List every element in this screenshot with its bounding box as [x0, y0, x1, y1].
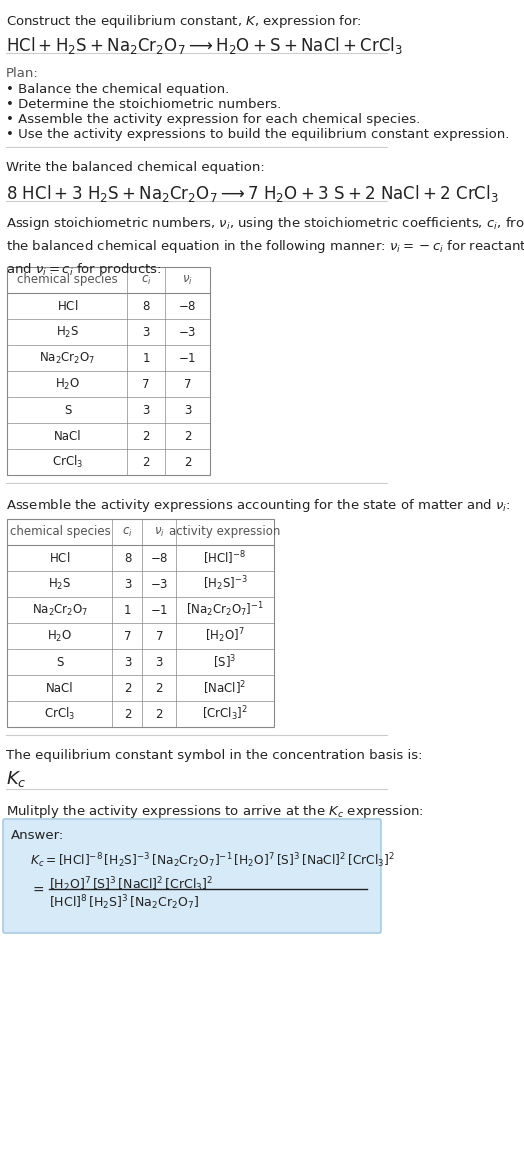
- Text: Plan:: Plan:: [6, 67, 39, 80]
- Text: 2: 2: [143, 455, 150, 469]
- Text: $-1$: $-1$: [178, 352, 196, 365]
- Text: S: S: [56, 656, 64, 669]
- Text: $-8$: $-8$: [150, 551, 169, 564]
- Text: $[\mathrm{Na_2Cr_2O_7}]^{-1}$: $[\mathrm{Na_2Cr_2O_7}]^{-1}$: [186, 600, 264, 619]
- Text: $-1$: $-1$: [150, 604, 168, 616]
- Text: 1: 1: [143, 352, 150, 365]
- Text: $\mathrm{HCl + H_2S + Na_2Cr_2O_7 \longrightarrow H_2O + S + NaCl + CrCl_3}$: $\mathrm{HCl + H_2S + Na_2Cr_2O_7 \longr…: [6, 35, 403, 56]
- Text: 1: 1: [124, 604, 131, 616]
- Text: $-8$: $-8$: [178, 300, 196, 312]
- Text: 7: 7: [143, 377, 150, 390]
- Text: $\mathrm{CrCl_3}$: $\mathrm{CrCl_3}$: [45, 706, 75, 722]
- Text: $-3$: $-3$: [150, 577, 169, 591]
- Text: 8: 8: [124, 551, 131, 564]
- Text: Write the balanced chemical equation:: Write the balanced chemical equation:: [6, 161, 265, 174]
- Text: $[\mathrm{NaCl}]^{2}$: $[\mathrm{NaCl}]^{2}$: [203, 679, 246, 697]
- Text: $c_i$: $c_i$: [141, 274, 151, 287]
- Text: $\mathrm{HCl}$: $\mathrm{HCl}$: [49, 551, 71, 565]
- Text: chemical species: chemical species: [17, 274, 118, 287]
- Text: $\nu_i$: $\nu_i$: [182, 274, 193, 287]
- Text: 2: 2: [143, 430, 150, 442]
- Text: 8: 8: [143, 300, 150, 312]
- Text: chemical species: chemical species: [9, 526, 111, 539]
- Text: $\mathrm{Na_2Cr_2O_7}$: $\mathrm{Na_2Cr_2O_7}$: [32, 603, 88, 618]
- Text: 3: 3: [143, 404, 150, 417]
- Text: • Balance the chemical equation.: • Balance the chemical equation.: [6, 82, 229, 96]
- Text: $K_c$: $K_c$: [6, 769, 27, 789]
- Text: $\mathrm{HCl}$: $\mathrm{HCl}$: [57, 300, 78, 313]
- Text: $\mathrm{Na_2Cr_2O_7}$: $\mathrm{Na_2Cr_2O_7}$: [39, 351, 96, 366]
- Text: $\mathrm{H_2S}$: $\mathrm{H_2S}$: [48, 577, 72, 592]
- Text: $\mathrm{CrCl_3}$: $\mathrm{CrCl_3}$: [52, 454, 83, 470]
- Text: 7: 7: [184, 377, 191, 390]
- Text: $-3$: $-3$: [178, 325, 196, 339]
- Text: 3: 3: [124, 577, 131, 591]
- Text: $\mathrm{H_2S}$: $\mathrm{H_2S}$: [56, 324, 79, 339]
- FancyBboxPatch shape: [3, 819, 381, 933]
- Text: 7: 7: [156, 629, 163, 642]
- Text: 3: 3: [156, 656, 163, 669]
- Text: NaCl: NaCl: [53, 430, 81, 442]
- Text: activity expression: activity expression: [169, 526, 281, 539]
- Text: Answer:: Answer:: [10, 829, 64, 842]
- Text: 3: 3: [143, 325, 150, 339]
- Text: • Use the activity expressions to build the equilibrium constant expression.: • Use the activity expressions to build …: [6, 128, 509, 140]
- Text: 2: 2: [156, 682, 163, 694]
- Text: • Determine the stoichiometric numbers.: • Determine the stoichiometric numbers.: [6, 98, 281, 111]
- Text: 3: 3: [124, 656, 131, 669]
- Bar: [7, 519, 274, 727]
- Text: S: S: [64, 404, 71, 417]
- Text: Assign stoichiometric numbers, $\nu_i$, using the stoichiometric coefficients, $: Assign stoichiometric numbers, $\nu_i$, …: [6, 215, 524, 277]
- Text: $=$: $=$: [30, 882, 45, 896]
- Text: $[\mathrm{H_2O}]^{7}$: $[\mathrm{H_2O}]^{7}$: [205, 627, 245, 646]
- Text: NaCl: NaCl: [46, 682, 74, 694]
- Text: Assemble the activity expressions accounting for the state of matter and $\nu_i$: Assemble the activity expressions accoun…: [6, 497, 511, 514]
- Text: $[\mathrm{CrCl_3}]^{2}$: $[\mathrm{CrCl_3}]^{2}$: [202, 705, 248, 723]
- Text: 2: 2: [156, 707, 163, 721]
- Text: 2: 2: [124, 682, 131, 694]
- Text: $\mathregular{8\ HCl + 3\ H_2S + Na_2Cr_2O_7 \longrightarrow 7\ H_2O + 3\ S + 2\: $\mathregular{8\ HCl + 3\ H_2S + Na_2Cr_…: [6, 183, 499, 204]
- Text: $[\mathrm{H_2O}]^{7}\,[\mathrm{S}]^{3}\,[\mathrm{NaCl}]^{2}\,[\mathrm{CrCl_3}]^{: $[\mathrm{H_2O}]^{7}\,[\mathrm{S}]^{3}\,…: [49, 875, 213, 894]
- Text: $[\mathrm{HCl}]^{8}\,[\mathrm{H_2S}]^{3}\,[\mathrm{Na_2Cr_2O_7}]$: $[\mathrm{HCl}]^{8}\,[\mathrm{H_2S}]^{3}…: [49, 893, 199, 911]
- Text: The equilibrium constant symbol in the concentration basis is:: The equilibrium constant symbol in the c…: [6, 749, 422, 762]
- Text: 3: 3: [184, 404, 191, 417]
- Text: 2: 2: [184, 455, 191, 469]
- Text: $\mathrm{H_2O}$: $\mathrm{H_2O}$: [47, 628, 72, 643]
- Text: $[\mathrm{H_2S}]^{-3}$: $[\mathrm{H_2S}]^{-3}$: [203, 575, 247, 593]
- Text: Mulitply the activity expressions to arrive at the $K_c$ expression:: Mulitply the activity expressions to arr…: [6, 803, 424, 820]
- Bar: [7, 267, 210, 475]
- Text: 2: 2: [124, 707, 131, 721]
- Text: $[\mathrm{HCl}]^{-8}$: $[\mathrm{HCl}]^{-8}$: [203, 549, 246, 567]
- Text: • Assemble the activity expression for each chemical species.: • Assemble the activity expression for e…: [6, 113, 420, 127]
- Text: $c_i$: $c_i$: [122, 526, 133, 539]
- Text: Construct the equilibrium constant, $K$, expression for:: Construct the equilibrium constant, $K$,…: [6, 13, 362, 30]
- Text: 2: 2: [184, 430, 191, 442]
- Text: 7: 7: [124, 629, 131, 642]
- Text: $K_c = [\mathrm{HCl}]^{-8}\,[\mathrm{H_2S}]^{-3}\,[\mathrm{Na_2Cr_2O_7}]^{-1}\,[: $K_c = [\mathrm{HCl}]^{-8}\,[\mathrm{H_2…: [30, 851, 395, 870]
- Text: $\nu_i$: $\nu_i$: [154, 526, 165, 539]
- Text: $[\mathrm{S}]^{3}$: $[\mathrm{S}]^{3}$: [213, 654, 237, 671]
- Text: $\mathrm{H_2O}$: $\mathrm{H_2O}$: [55, 376, 80, 391]
